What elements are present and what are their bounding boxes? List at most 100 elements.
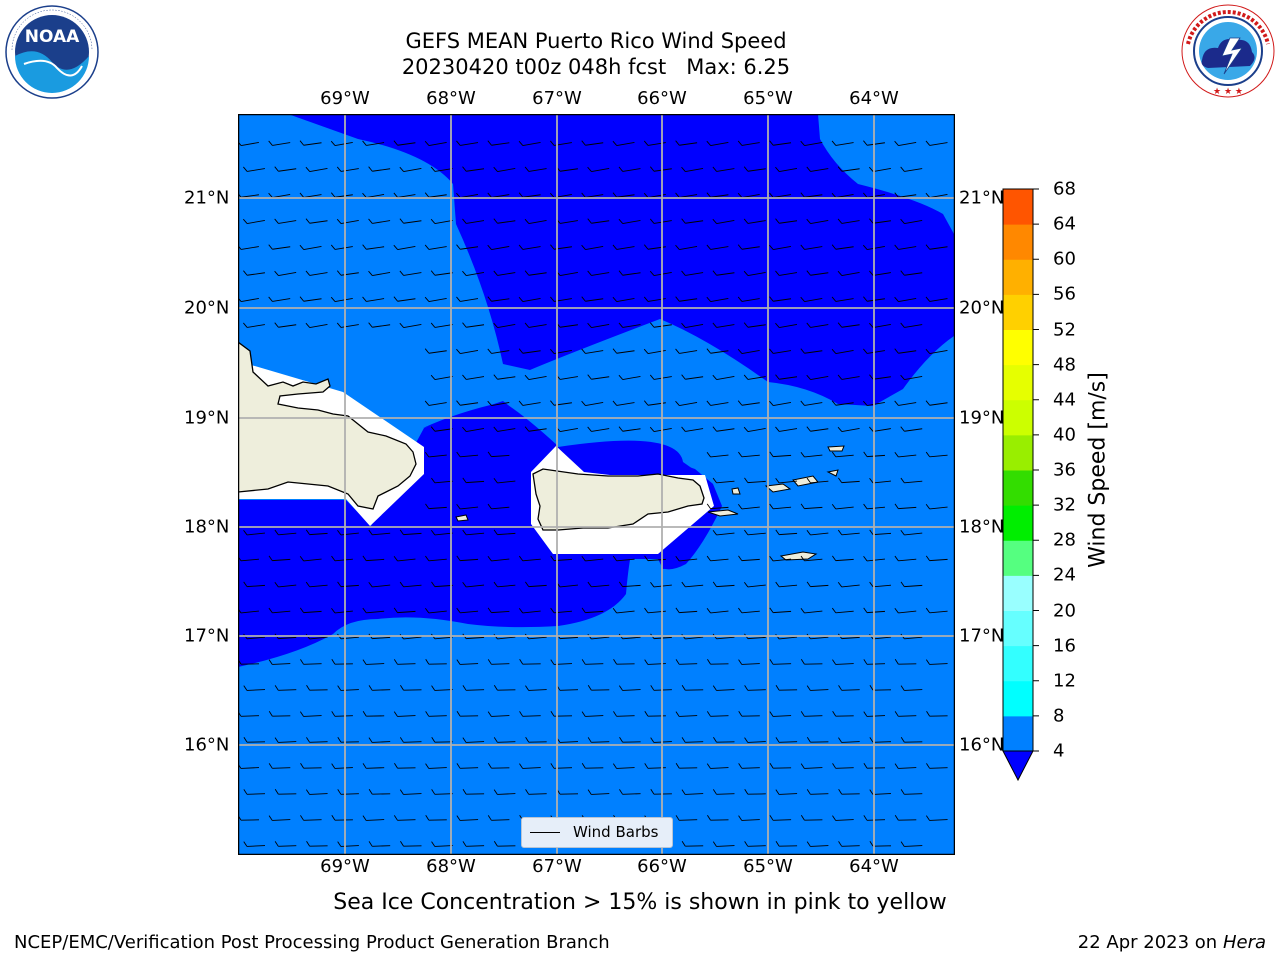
lon-label-bottom: 66°W [637, 856, 687, 877]
wind-barb [430, 270, 453, 276]
wind-barb [368, 218, 391, 224]
wind-barb [424, 348, 447, 354]
wind-barb [925, 815, 948, 821]
noaa-logo-text: NOAA [25, 27, 80, 47]
wind-barb [268, 555, 291, 562]
wind-barb [900, 736, 923, 743]
wind-barb [362, 192, 385, 199]
colorbar-band [1003, 610, 1033, 647]
wind-barb [706, 296, 729, 303]
wind-barb [681, 789, 704, 795]
colorbar-band [1003, 470, 1033, 506]
wind-barb [524, 166, 547, 172]
wind-barb [587, 789, 610, 795]
wind-barb [393, 192, 416, 198]
wind-barb [399, 529, 422, 536]
wind-barb [612, 244, 635, 250]
wind-barb [894, 192, 917, 198]
wind-barb [300, 762, 322, 769]
wind-barb [681, 684, 704, 691]
wind-barb [362, 710, 385, 717]
wind-barb [800, 814, 823, 821]
wind-barb [838, 737, 860, 743]
wind-barb [712, 166, 735, 172]
wind-barb [337, 736, 359, 743]
wind-barb [462, 166, 485, 172]
wind-barb [800, 452, 823, 458]
wind-barb [681, 322, 704, 329]
wind-barb [837, 166, 860, 172]
wind-barb [493, 322, 516, 329]
wind-barb [649, 374, 672, 380]
wind-barb [456, 451, 479, 458]
wind-barb [368, 166, 391, 172]
wind-barb [368, 685, 391, 691]
wind-barb [706, 192, 729, 198]
wind-barb [518, 244, 541, 250]
wind-barb [706, 348, 729, 354]
wind-barb [712, 322, 735, 328]
lat-label-right: 19°N [959, 407, 1005, 429]
wind-barb [775, 478, 798, 484]
wind-barb [331, 608, 353, 614]
wind-barb [487, 815, 510, 821]
wind-barb [894, 140, 917, 147]
wind-barb [863, 296, 885, 302]
lat-label-left: 19°N [184, 407, 230, 429]
wind-barb [831, 451, 854, 458]
wind-barb [832, 763, 854, 769]
colorbar-band [1003, 645, 1033, 682]
wind-barb [712, 374, 735, 381]
legend-label: Wind Barbs [573, 823, 659, 841]
wind-barb [393, 659, 416, 665]
wind-barb [587, 426, 610, 432]
wind-barb [362, 244, 385, 250]
wind-barb [305, 270, 328, 276]
wind-barb [831, 504, 854, 510]
wind-barb [894, 452, 917, 458]
wind-barb [806, 166, 829, 172]
wind-barb [838, 841, 860, 847]
wind-barb [462, 477, 485, 484]
wind-barb [524, 270, 547, 276]
wind-barb [493, 426, 516, 432]
wind-barb [487, 348, 510, 354]
wind-barb [925, 348, 948, 355]
wind-barb [806, 530, 829, 536]
wind-barb [894, 711, 917, 717]
wind-barb [863, 607, 886, 614]
wind-barb [706, 503, 729, 510]
wind-barb [268, 659, 291, 665]
wind-barb [706, 244, 729, 250]
wind-barb [581, 244, 604, 251]
wind-barb [868, 322, 891, 329]
wind-barb [743, 374, 766, 380]
wind-barb [456, 815, 479, 821]
wind-barb [274, 166, 297, 172]
wind-barb [337, 530, 359, 536]
wind-barb [519, 711, 541, 717]
colorbar-tick-label: 36 [1053, 459, 1076, 481]
wind-barb [424, 452, 447, 458]
wind-barb [393, 140, 416, 146]
wind-barb [806, 374, 829, 381]
wind-barb [274, 322, 297, 328]
wind-barb [894, 814, 917, 821]
wind-barb [619, 736, 641, 743]
wind-barb [456, 192, 479, 199]
wind-barb [831, 348, 854, 355]
colorbar-band [1003, 575, 1033, 611]
wind-barb [925, 400, 948, 406]
wind-barb [769, 348, 792, 354]
wind-barb [738, 451, 760, 458]
wind-barb [581, 762, 604, 769]
wind-barb [618, 166, 641, 172]
wind-barb [462, 322, 485, 328]
wind-barb [649, 426, 672, 433]
wind-barb [869, 374, 891, 380]
wind-barb [650, 737, 672, 743]
wind-barb [493, 478, 516, 484]
wind-barb [712, 477, 735, 484]
wind-barb [869, 426, 891, 432]
colorbar-band [1003, 434, 1033, 471]
